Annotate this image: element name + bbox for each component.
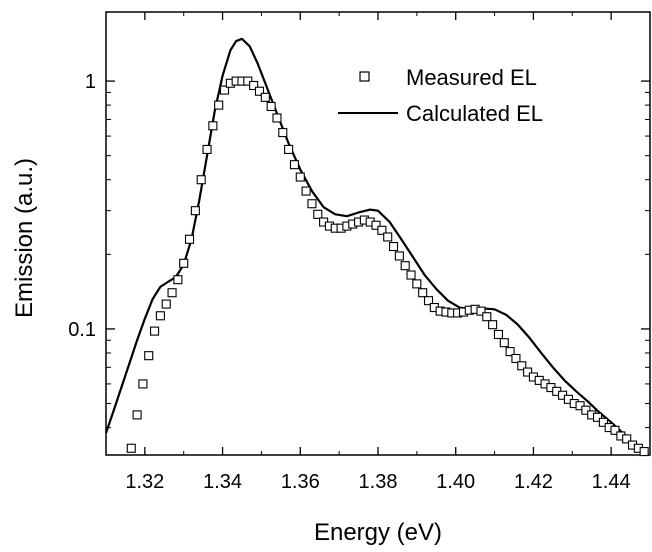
measured-el-point [260, 92, 270, 102]
measured-el-point [272, 113, 282, 123]
measured-el-point [505, 347, 515, 357]
measured-el-point [196, 175, 206, 185]
measured-el-point [132, 410, 142, 420]
measured-el-point [313, 209, 323, 219]
measured-el-point [517, 361, 527, 371]
measured-el-point [622, 434, 632, 444]
measured-el-point [476, 306, 486, 316]
measured-el-point [523, 367, 533, 377]
measured-el-point [592, 412, 603, 422]
x-tick-label: 1.32 [125, 471, 164, 493]
measured-el-point [581, 405, 591, 415]
measured-el-point [167, 288, 177, 298]
x-tick-label: 1.40 [436, 471, 475, 493]
measured-el-point [295, 172, 305, 182]
measured-el-point [499, 338, 509, 348]
x-tick-label: 1.36 [281, 471, 320, 493]
measured-el-point [598, 417, 608, 427]
measured-el-point [371, 220, 381, 230]
measured-el-point [383, 232, 393, 242]
measured-el-point [173, 275, 183, 285]
measured-el-point [184, 234, 195, 244]
measured-el-point [219, 85, 230, 95]
measured-el-point [406, 270, 416, 280]
measured-el-point [161, 299, 171, 309]
measured-el-point [126, 443, 136, 453]
measured-el-point [202, 144, 212, 154]
measured-el-point [278, 127, 288, 138]
measured-el-point [307, 199, 317, 209]
measured-el-point [179, 258, 189, 268]
measured-el-point [418, 288, 428, 298]
measured-el-point [266, 101, 276, 112]
x-tick-label: 1.44 [592, 471, 631, 493]
axis-ticks [105, 12, 651, 455]
y-tick-label: 0.1 [68, 319, 96, 341]
measured-el-point [144, 351, 154, 361]
legend-label-calculated: Calculated EL [406, 101, 543, 126]
measured-el-point [482, 312, 492, 322]
tick-labels: 1.32 1.34 1.36 1.38 1.40 1.42 1.44 0.1 1 [68, 71, 630, 493]
measured-el-point [190, 206, 200, 216]
x-axis-title: Energy (eV) [314, 519, 442, 546]
measured-el-point [254, 86, 265, 96]
measured-el-point [377, 225, 387, 235]
measured-el-point [150, 326, 160, 336]
legend-marker-measured [359, 71, 370, 82]
series-layer [104, 37, 649, 457]
measured-el-point [488, 320, 498, 330]
legend-label-measured: Measured EL [406, 65, 537, 90]
x-tick-label: 1.34 [203, 471, 242, 493]
measured-el-point [412, 279, 422, 289]
x-tick-label: 1.42 [514, 471, 553, 493]
measured-el-point [610, 425, 620, 435]
measured-el-point [639, 447, 649, 457]
measured-el-point [289, 160, 300, 170]
measured-el-point [388, 241, 399, 252]
y-tick-label: 1 [85, 71, 96, 93]
measured-el-point [400, 261, 410, 271]
measured-el-point [493, 329, 504, 340]
legend: Measured EL Calculated EL [338, 65, 543, 126]
measured-el-point [155, 311, 165, 321]
x-tick-label: 1.38 [359, 471, 398, 493]
measured-el-point [214, 100, 224, 110]
measured-el-point [208, 121, 218, 131]
measured-el-point [511, 353, 521, 364]
measured-el-point [249, 80, 259, 91]
y-axis-title: Emission (a.u.) [11, 158, 38, 318]
measured-el-point [394, 251, 404, 261]
measured-el-point [284, 144, 294, 154]
measured-el-point [301, 186, 311, 196]
measured-el-point [423, 296, 434, 306]
measured-el-point [138, 379, 148, 389]
